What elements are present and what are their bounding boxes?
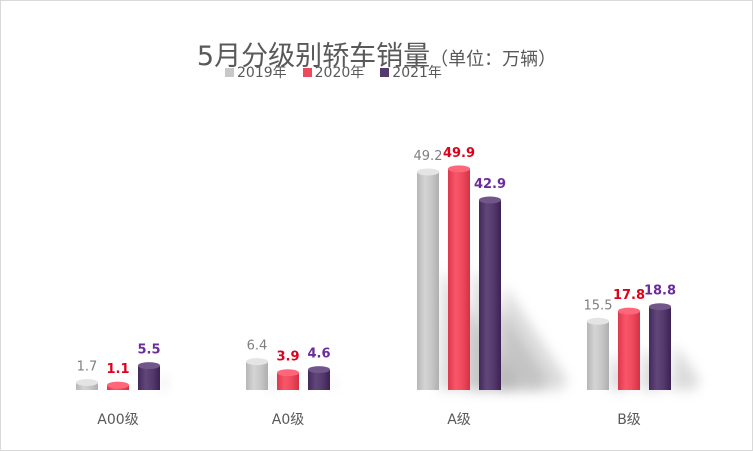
bar-shadow-2019-1 <box>268 374 278 390</box>
bar-2019-2 <box>417 172 439 390</box>
legend-swatch-2020 <box>302 67 312 77</box>
bar-shadow-2021-2 <box>501 285 568 390</box>
value-label-2020-1: 3.9 <box>276 350 299 365</box>
legend-swatch-2019 <box>225 67 234 77</box>
bar-cap-2021-2 <box>479 196 501 204</box>
x-tick-label-1: A0级 <box>272 412 304 428</box>
x-tick-label-2: A级 <box>447 412 471 428</box>
bar-cap-2021-0 <box>138 362 160 370</box>
bar-cap-2019-0 <box>76 379 98 386</box>
value-label-2019-3: 15.5 <box>584 298 613 313</box>
value-labels-group: 1.7 1.1 5.5 6.4 3.9 4.6 49.2 49.9 42.9 15.517.818… <box>77 146 676 377</box>
bar-cap-2019-2 <box>417 168 439 176</box>
bar-2021-0 <box>138 365 160 390</box>
bar-cap-2019-3 <box>587 317 609 325</box>
value-label-2021-1: 4.6 <box>307 347 330 362</box>
bar-cap-2021-1 <box>308 366 330 374</box>
value-label-2020-3: 17.8 <box>613 288 645 303</box>
chart-subtitle: （单位：万辆） <box>430 49 557 70</box>
legend-item-2020: 2020年 <box>302 62 365 82</box>
value-label-2021-0: 5.5 <box>137 343 160 358</box>
bar-2021-1 <box>308 369 330 390</box>
legend-swatch-2021 <box>380 67 390 77</box>
bar-2020-2 <box>448 168 470 390</box>
value-label-2019-0: 1.7 <box>77 360 98 375</box>
bar-cap-2021-3 <box>649 303 671 311</box>
bar-2020-3 <box>618 311 640 390</box>
bar-shadow-2021-1 <box>330 378 338 390</box>
chart-title-text: 5月分级别轿车销量 <box>196 41 431 72</box>
value-label-2021-2: 42.9 <box>474 177 506 192</box>
bar-shadow-2021-0 <box>160 376 169 390</box>
value-label-2020-0: 1.1 <box>106 362 129 377</box>
bar-cap-2020-1 <box>277 369 299 377</box>
x-tick-labels-group: A00级 A0级 A级 B级 <box>97 412 641 428</box>
bar-2019-0 <box>76 382 98 390</box>
value-label-2021-3: 18.8 <box>644 284 676 299</box>
chart-legend: 2019年 2020年 2021年 <box>225 62 442 82</box>
value-label-2019-2: 49.2 <box>414 149 443 164</box>
legend-label-2021: 2021年 <box>392 65 442 81</box>
bar-2021-2 <box>479 200 501 390</box>
bars-group <box>76 165 671 390</box>
legend-label-2020: 2020年 <box>314 65 365 81</box>
bar-cap-2019-1 <box>246 358 268 366</box>
bar-2020-1 <box>277 372 299 390</box>
chart-title: 5月分级别轿车销量（单位：万辆） <box>0 34 753 73</box>
legend-item-2019: 2019年 <box>225 62 287 82</box>
legend-item-2021: 2021年 <box>380 62 442 82</box>
value-label-2019-1: 6.4 <box>247 339 268 354</box>
bar-cap-2020-3 <box>618 307 640 315</box>
bar-shadow-2021-3 <box>671 344 701 390</box>
legend-label-2019: 2019年 <box>237 65 287 81</box>
bar-cap-2020-0 <box>107 381 129 389</box>
bar-cap-2020-2 <box>448 165 470 173</box>
bar-2021-3 <box>649 306 671 390</box>
x-tick-label-3: B级 <box>617 412 641 428</box>
bar-2019-1 <box>246 361 268 390</box>
value-label-2020-2: 49.9 <box>443 146 475 161</box>
bar-2019-3 <box>587 321 609 390</box>
x-tick-label-0: A00级 <box>97 412 138 428</box>
